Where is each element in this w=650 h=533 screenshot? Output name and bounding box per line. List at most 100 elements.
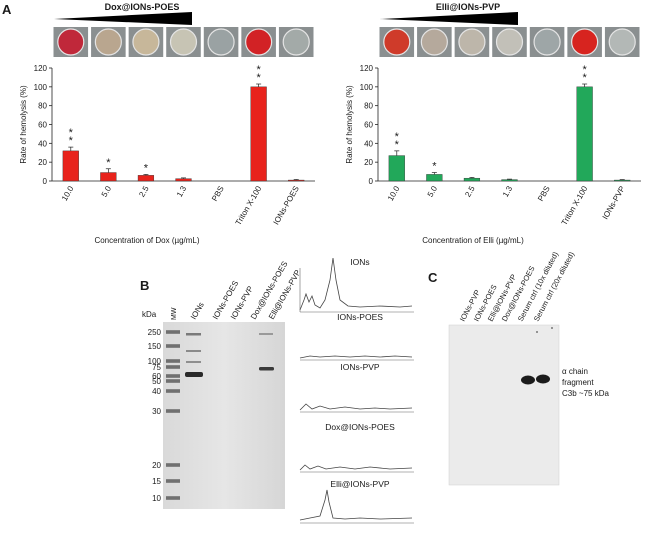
marker-label: 30 <box>152 407 161 416</box>
category-label: IONs-POES <box>272 185 301 227</box>
well-photo-sample <box>383 28 411 56</box>
category-label: 2.5 <box>463 184 477 199</box>
category-label: Triton X-100 <box>234 184 264 227</box>
y-tick-label: 100 <box>360 83 374 92</box>
y-tick-label: 20 <box>38 158 47 167</box>
y-axis-label: Rate of hemolysis (%) <box>19 85 28 164</box>
marker-band <box>166 389 180 393</box>
gel-lane-label: IONs <box>189 301 206 321</box>
marker-label: 10 <box>152 494 161 503</box>
significance-marker: * <box>106 157 111 169</box>
western-blot: IONs-PVPIONs-POESElli@IONs-PVPDox@IONs-P… <box>448 250 609 486</box>
profile-label: IONs <box>350 257 369 267</box>
bar <box>137 175 155 182</box>
blot-annotation-line3: C3b ~75 kDa <box>562 389 609 398</box>
profile-trace <box>299 403 413 411</box>
y-tick-label: 40 <box>364 139 373 148</box>
bar <box>501 179 518 182</box>
marker-band <box>166 379 180 383</box>
well-photo-sample <box>282 28 310 56</box>
category-label: IONs-PVP <box>601 185 627 221</box>
gel-band-ions-minor <box>186 350 201 352</box>
marker-label: 75 <box>152 363 161 372</box>
well-photo-sample <box>94 28 122 56</box>
gel-sample-bands <box>185 333 274 377</box>
y-tick-label: 0 <box>43 177 48 186</box>
mw-lane-label: MW <box>171 307 178 320</box>
blot-annotation-line2: fragment <box>562 378 594 387</box>
concentration-wedge <box>380 12 518 25</box>
y-tick-label: 80 <box>364 102 373 111</box>
category-label: 10.0 <box>60 184 76 202</box>
densitometry-profiles: IONs IONs-POES IONs-PVP Dox@IONs-POES Elli@I… <box>299 257 414 524</box>
blot-annotation-line1: α chain <box>562 367 588 376</box>
bar <box>614 179 631 182</box>
category-label: 5.0 <box>426 184 440 199</box>
well-photo-sample <box>608 28 636 56</box>
marker-band <box>166 374 180 378</box>
blot-membrane <box>448 324 560 486</box>
bar <box>100 172 117 182</box>
profile-label: IONs-PVP <box>340 362 380 372</box>
x-axis-label: Concentration of Elli (µg/mL) <box>422 236 524 245</box>
marker-label: 250 <box>148 328 162 337</box>
blot-band-serum-10x <box>521 375 535 385</box>
y-tick-label: 20 <box>364 158 373 167</box>
well-photo-sample <box>57 28 85 56</box>
marker-label: 150 <box>148 342 162 351</box>
category-label: 5.0 <box>100 184 114 199</box>
panel-b-label: B <box>140 278 149 293</box>
marker-band <box>166 359 180 363</box>
y-tick-label: 60 <box>364 121 373 130</box>
category-label: 1.3 <box>501 184 515 199</box>
profile-trace <box>299 257 413 311</box>
significance-marker: * <box>395 131 400 143</box>
category-label: 2.5 <box>137 184 151 199</box>
marker-band <box>166 330 180 334</box>
marker-label: 50 <box>152 377 161 386</box>
category-label: PBS <box>536 185 552 203</box>
bar <box>463 177 481 182</box>
gel-band-ions-minor <box>186 361 201 363</box>
y-tick-label: 80 <box>38 102 47 111</box>
category-label: 1.3 <box>175 184 189 199</box>
significance-marker: * <box>144 162 149 174</box>
gel-band-elli-main <box>259 367 274 371</box>
significance-marker: * <box>583 72 588 84</box>
y-tick-label: 60 <box>38 121 47 130</box>
gel-background <box>163 322 285 509</box>
y-tick-label: 40 <box>38 139 47 148</box>
kda-label: kDa <box>142 310 157 319</box>
blot-lane-labels: IONs-PVPIONs-POESElli@IONs-PVPDox@IONs-P… <box>458 250 577 323</box>
well-photo-sample <box>420 28 448 56</box>
y-tick-label: 0 <box>369 177 374 186</box>
y-axis-label: Rate of hemolysis (%) <box>345 85 354 164</box>
significance-marker: * <box>257 72 262 84</box>
bar <box>426 174 443 182</box>
concentration-wedge <box>54 12 192 25</box>
gel-band-ions-high <box>186 333 201 336</box>
y-tick-label: 100 <box>34 83 48 92</box>
profile-trace <box>299 489 413 521</box>
well-photo-sample <box>533 28 561 56</box>
marker-band <box>166 463 180 467</box>
bar <box>288 179 305 182</box>
gel-marker-bands <box>166 330 180 500</box>
profile-label: Dox@IONs-POES <box>325 422 395 432</box>
bar <box>175 178 192 182</box>
chart-title: Elli@IONs-PVP <box>436 2 500 12</box>
well-photo-sample <box>458 28 486 56</box>
significance-marker: * <box>395 139 400 151</box>
marker-label: 15 <box>152 477 161 486</box>
significance-marker: * <box>583 64 588 76</box>
panel-a-label: A <box>2 2 12 17</box>
significance-marker: * <box>257 64 262 76</box>
marker-label: 40 <box>152 387 161 396</box>
well-photo-sample <box>207 28 235 56</box>
hemolysis-chart-dox: Dox@IONs-POES 0 20 40 60 80 100 120 Rate of hemo… <box>19 2 315 245</box>
blot-speck <box>551 327 553 329</box>
well-photo-sample <box>571 28 599 56</box>
y-tick-label: 120 <box>34 64 48 73</box>
profile-trace <box>299 464 413 471</box>
